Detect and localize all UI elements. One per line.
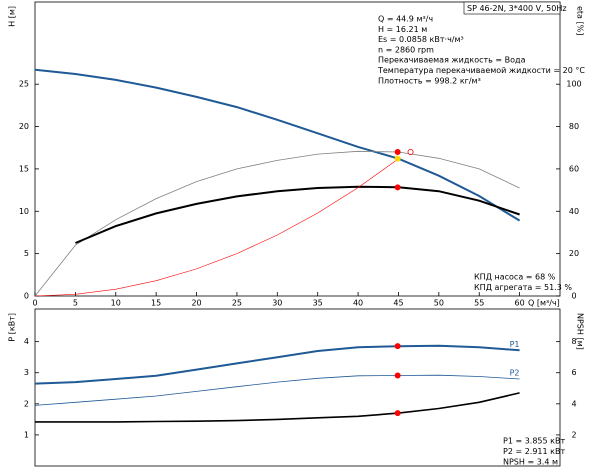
info-line: Температура перекачиваемой жидкости = 20… xyxy=(377,66,585,75)
y-tick-label: 20 xyxy=(19,122,29,131)
y-tick-label: 1 xyxy=(24,430,29,439)
curve xyxy=(34,374,520,406)
info-line: Q = 44.9 м³/ч xyxy=(378,15,433,24)
x-tick-label: 30 xyxy=(272,299,282,308)
curve xyxy=(35,392,520,423)
curve xyxy=(34,68,521,222)
y-tick-label: 0 xyxy=(24,292,29,301)
operating-point xyxy=(394,184,401,191)
y2-tick-label: 40 xyxy=(569,207,579,216)
info-line: Es = 0.0858 кВт·ч/м³ xyxy=(378,35,464,44)
x-tick-label: 45 xyxy=(393,299,403,308)
result-line: NPSH = 3.4 м xyxy=(503,458,558,467)
y-axis-label: H [м] xyxy=(8,6,17,27)
x-tick-label: 40 xyxy=(353,299,363,308)
info-line: Плотность = 998.2 кг/м³ xyxy=(378,76,481,85)
y2-axis-label: eta [%] xyxy=(576,6,585,35)
y-tick-label: 5 xyxy=(24,249,29,258)
curve xyxy=(34,150,520,297)
y-tick-label: 4 xyxy=(24,337,29,346)
operating-point xyxy=(407,148,414,155)
curve xyxy=(34,344,520,385)
y2-tick-label: 6 xyxy=(571,368,576,377)
title-box xyxy=(463,1,561,15)
y2-tick-label: 0 xyxy=(571,292,576,301)
x-tick-label: 0 xyxy=(32,299,37,308)
y2-tick-label: 2 xyxy=(571,430,576,439)
y2-tick-label: 20 xyxy=(569,249,579,258)
x-tick-label: 25 xyxy=(232,299,242,308)
x-tick-label: 20 xyxy=(191,299,201,308)
result-line: P1 = 3.855 кВт xyxy=(503,437,565,446)
x-tick-label: 15 xyxy=(151,299,161,308)
x-tick-label: 50 xyxy=(434,299,444,308)
result-line: P2 = 2.911 кВт xyxy=(503,447,565,456)
operating-point xyxy=(394,155,401,162)
curve-label: P2 xyxy=(510,368,520,377)
operating-point xyxy=(394,148,401,155)
info-line: H = 16.21 м xyxy=(378,25,427,34)
y2-axis-label: NPSH [м] xyxy=(576,313,585,350)
y-tick-label: 3 xyxy=(24,368,29,377)
result-line: КПД насоса = 68 % xyxy=(474,273,556,282)
x-tick-label: 35 xyxy=(313,299,323,308)
y2-tick-label: 8 xyxy=(571,337,576,346)
curve xyxy=(34,158,399,297)
operating-point xyxy=(394,410,401,417)
operating-point xyxy=(394,343,401,350)
x-axis-label: Q [м³/ч] xyxy=(528,299,560,308)
curve-label: P1 xyxy=(510,340,520,349)
operating-point xyxy=(394,372,401,379)
y-tick-label: 25 xyxy=(19,80,29,89)
info-line: Перекачиваемая жидкость = Вода xyxy=(378,56,526,65)
y2-tick-label: 60 xyxy=(569,164,579,173)
x-tick-label: 5 xyxy=(73,299,78,308)
y-tick-label: 10 xyxy=(19,207,29,216)
plot-frame xyxy=(34,308,561,467)
x-tick-label: 60 xyxy=(515,299,525,308)
result-line: КПД агрегата = 51.3 % xyxy=(474,283,572,292)
curve xyxy=(75,185,520,244)
y2-tick-label: 100 xyxy=(566,80,581,89)
y2-tick-label: 80 xyxy=(569,122,579,131)
y-tick-label: 2 xyxy=(24,399,29,408)
y2-tick-label: 4 xyxy=(571,399,576,408)
plot-frame xyxy=(34,1,561,297)
x-tick-label: 55 xyxy=(474,299,484,308)
x-tick-label: 10 xyxy=(111,299,121,308)
y-axis-label: P [кВт] xyxy=(8,313,17,342)
chart-title: SP 46-2N, 3*400 V, 50Hz xyxy=(467,4,567,13)
info-line: n = 2860 rpm xyxy=(378,45,434,54)
y-tick-label: 15 xyxy=(19,164,29,173)
